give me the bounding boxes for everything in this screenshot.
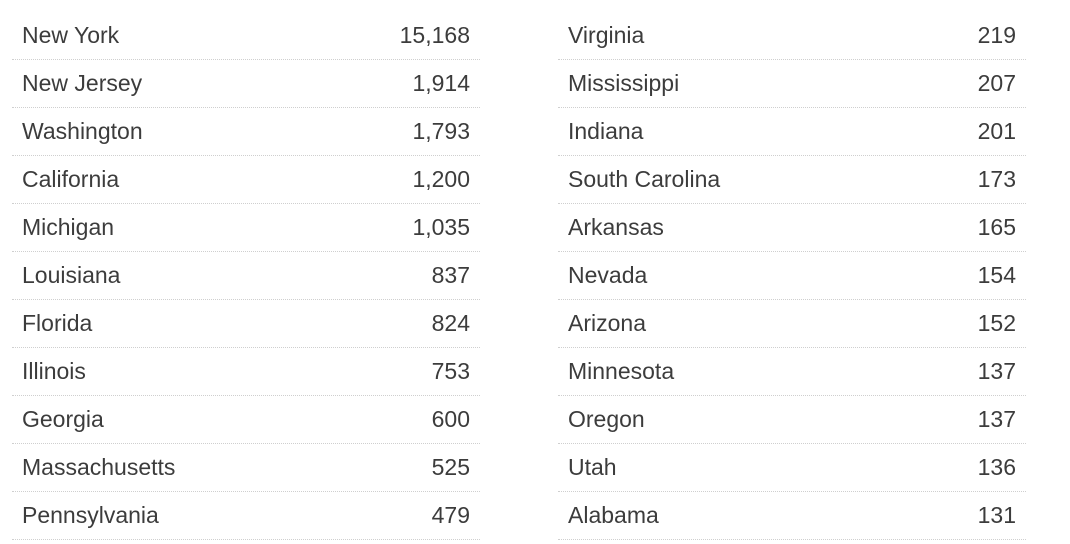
state-value: 753	[431, 358, 470, 384]
state-value: 165	[977, 214, 1016, 240]
state-value: 479	[431, 502, 470, 528]
state-name: Pennsylvania	[22, 502, 159, 528]
state-value: 152	[977, 310, 1016, 336]
state-name: Utah	[568, 454, 617, 480]
table-row: Alabama 131	[558, 492, 1026, 540]
state-value: 131	[977, 502, 1016, 528]
table-column-left: New York 15,168 New Jersey 1,914 Washing…	[12, 12, 480, 540]
table-row: Michigan 1,035	[12, 204, 480, 252]
state-name: Washington	[22, 118, 143, 144]
table-row: Pennsylvania 479	[12, 492, 480, 540]
state-value: 1,793	[412, 118, 470, 144]
state-value: 1,200	[412, 166, 470, 192]
table-row: Utah 136	[558, 444, 1026, 492]
table-row: Oregon 137	[558, 396, 1026, 444]
state-value: 137	[977, 406, 1016, 432]
table-row: Virginia 219	[558, 12, 1026, 60]
table-row: Arizona 152	[558, 300, 1026, 348]
state-name: New York	[22, 22, 120, 48]
state-name: Arkansas	[568, 214, 664, 240]
state-value: 824	[431, 310, 470, 336]
state-value: 201	[977, 118, 1016, 144]
table-row: New Jersey 1,914	[12, 60, 480, 108]
state-name: Michigan	[22, 214, 115, 240]
table-row: California 1,200	[12, 156, 480, 204]
state-name: Arizona	[568, 310, 646, 336]
state-value: 600	[431, 406, 470, 432]
table-row: Arkansas 165	[558, 204, 1026, 252]
table-row: South Carolina 173	[558, 156, 1026, 204]
state-value: 154	[977, 262, 1016, 288]
table-row: Mississippi 207	[558, 60, 1026, 108]
table-row: Washington 1,793	[12, 108, 480, 156]
state-value: 1,914	[412, 70, 470, 96]
table-row: Minnesota 137	[558, 348, 1026, 396]
state-name: Alabama	[568, 502, 659, 528]
table-row: Georgia 600	[12, 396, 480, 444]
table-row: Illinois 753	[12, 348, 480, 396]
state-value: 15,168	[399, 22, 470, 48]
state-value: 173	[977, 166, 1016, 192]
state-name: Mississippi	[568, 70, 680, 96]
state-value: 207	[977, 70, 1016, 96]
state-name: Indiana	[568, 118, 644, 144]
state-name: Minnesota	[568, 358, 675, 384]
state-name: Oregon	[568, 406, 645, 432]
state-name: California	[22, 166, 120, 192]
state-value: 525	[431, 454, 470, 480]
state-name: Florida	[22, 310, 93, 336]
table-row: New York 15,168	[12, 12, 480, 60]
state-value: 1,035	[412, 214, 470, 240]
table-column-right: Virginia 219 Mississippi 207 Indiana 201…	[558, 12, 1026, 540]
state-name: South Carolina	[568, 166, 721, 192]
state-value: 219	[977, 22, 1016, 48]
state-value: 136	[977, 454, 1016, 480]
table-row: Massachusetts 525	[12, 444, 480, 492]
table-row: Florida 824	[12, 300, 480, 348]
state-name: Nevada	[568, 262, 648, 288]
table-row: Nevada 154	[558, 252, 1026, 300]
state-name: Illinois	[22, 358, 86, 384]
state-name: Louisiana	[22, 262, 121, 288]
state-name: Massachusetts	[22, 454, 176, 480]
state-value: 137	[977, 358, 1016, 384]
state-value: 837	[431, 262, 470, 288]
table-row: Louisiana 837	[12, 252, 480, 300]
table-row: Indiana 201	[558, 108, 1026, 156]
state-name: Georgia	[22, 406, 104, 432]
state-name: New Jersey	[22, 70, 143, 96]
state-name: Virginia	[568, 22, 645, 48]
